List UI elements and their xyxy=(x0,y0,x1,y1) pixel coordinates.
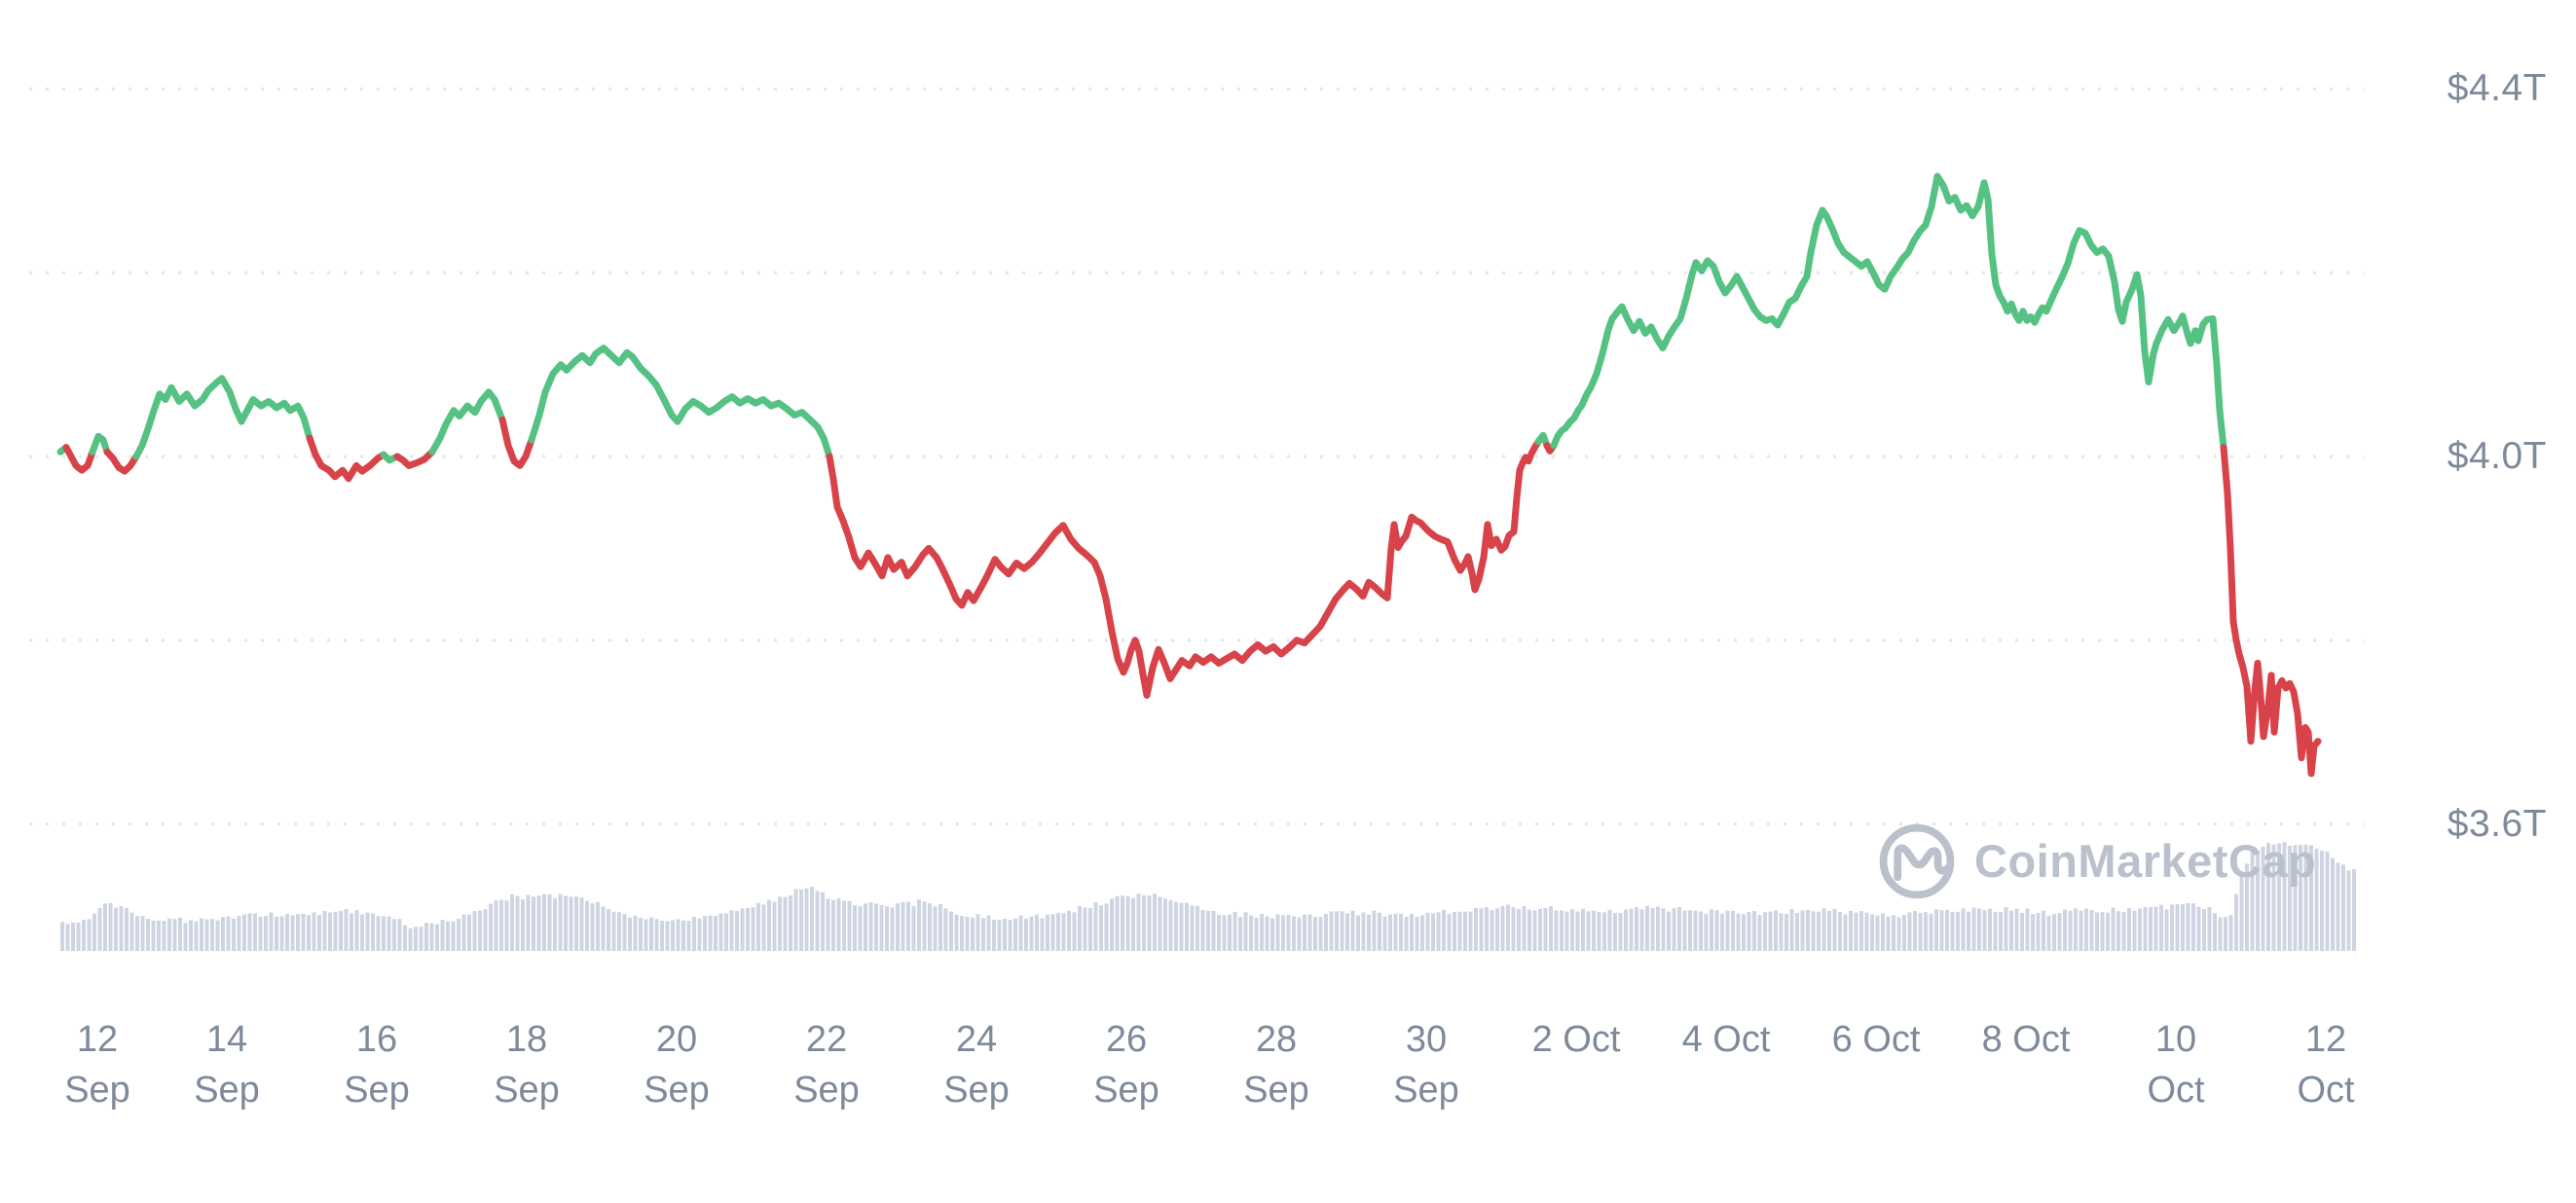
x-axis-label: 6 Oct xyxy=(1831,1019,1921,1060)
x-axis-label: 12 Oct xyxy=(2297,1019,2355,1111)
price-line xyxy=(56,172,2322,778)
price-line-down-segment xyxy=(62,444,96,474)
x-axis-label: 10 Oct xyxy=(2147,1019,2205,1111)
price-line-up-segment xyxy=(132,375,313,460)
x-axis-label: 14 Sep xyxy=(194,1019,260,1111)
watermark-text: CoinMarketCap xyxy=(1974,835,2317,887)
price-line-down-segment xyxy=(826,438,1542,699)
y-axis-label: $3.6T xyxy=(2447,802,2547,845)
price-line-down-segment xyxy=(2220,444,2322,778)
price-line-up-segment xyxy=(89,432,111,456)
price-line-down-segment xyxy=(306,434,387,483)
x-axis-label: 20 Sep xyxy=(644,1019,710,1111)
x-axis-label: 4 Oct xyxy=(1681,1019,1771,1060)
x-axis-label: 18 Sep xyxy=(494,1019,560,1111)
x-axis-label: 28 Sep xyxy=(1243,1019,1309,1111)
volume-bars xyxy=(60,842,2356,951)
x-axis-label: 30 Sep xyxy=(1393,1019,1459,1111)
price-line-down-segment xyxy=(498,416,535,469)
price-line-up-segment xyxy=(428,388,506,456)
price-line-up-segment xyxy=(528,345,833,460)
price-line-up-segment xyxy=(1534,431,1551,450)
coinmarketcap-logo-icon xyxy=(1879,823,1955,899)
x-axis-label: 24 Sep xyxy=(943,1019,1010,1111)
price-line-down-segment xyxy=(103,448,140,475)
x-axis-label: 12 Sep xyxy=(64,1019,130,1111)
x-axis-label: 16 Sep xyxy=(344,1019,410,1111)
y-axis-label: $4.4T xyxy=(2447,67,2547,110)
x-axis-label: 2 Oct xyxy=(1531,1019,1621,1060)
x-axis-label: 8 Oct xyxy=(1981,1019,2071,1060)
watermark: CoinMarketCap xyxy=(1875,820,2316,903)
x-axis-label: 22 Sep xyxy=(793,1019,860,1111)
x-axis-label: 26 Sep xyxy=(1093,1019,1159,1111)
price-line-down-segment xyxy=(393,448,436,469)
y-axis-label: $4.0T xyxy=(2447,435,2547,477)
price-line-up-segment xyxy=(1550,172,2227,452)
